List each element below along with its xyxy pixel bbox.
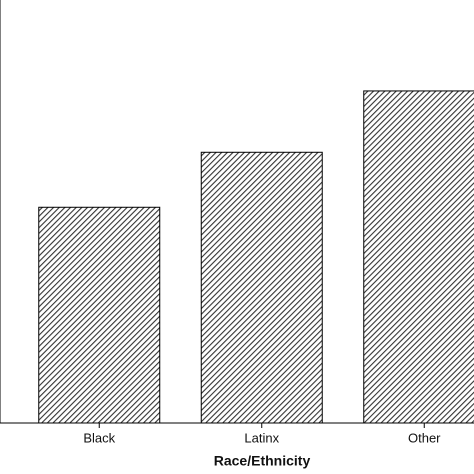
x-tick-label: Other bbox=[408, 430, 441, 445]
x-axis-title: Race/Ethnicity bbox=[214, 453, 311, 469]
x-tick-label: Latinx bbox=[244, 430, 279, 445]
bar bbox=[200, 151, 323, 424]
bar bbox=[38, 206, 161, 424]
bar bbox=[363, 90, 474, 424]
x-tick-label: Black bbox=[83, 430, 115, 445]
